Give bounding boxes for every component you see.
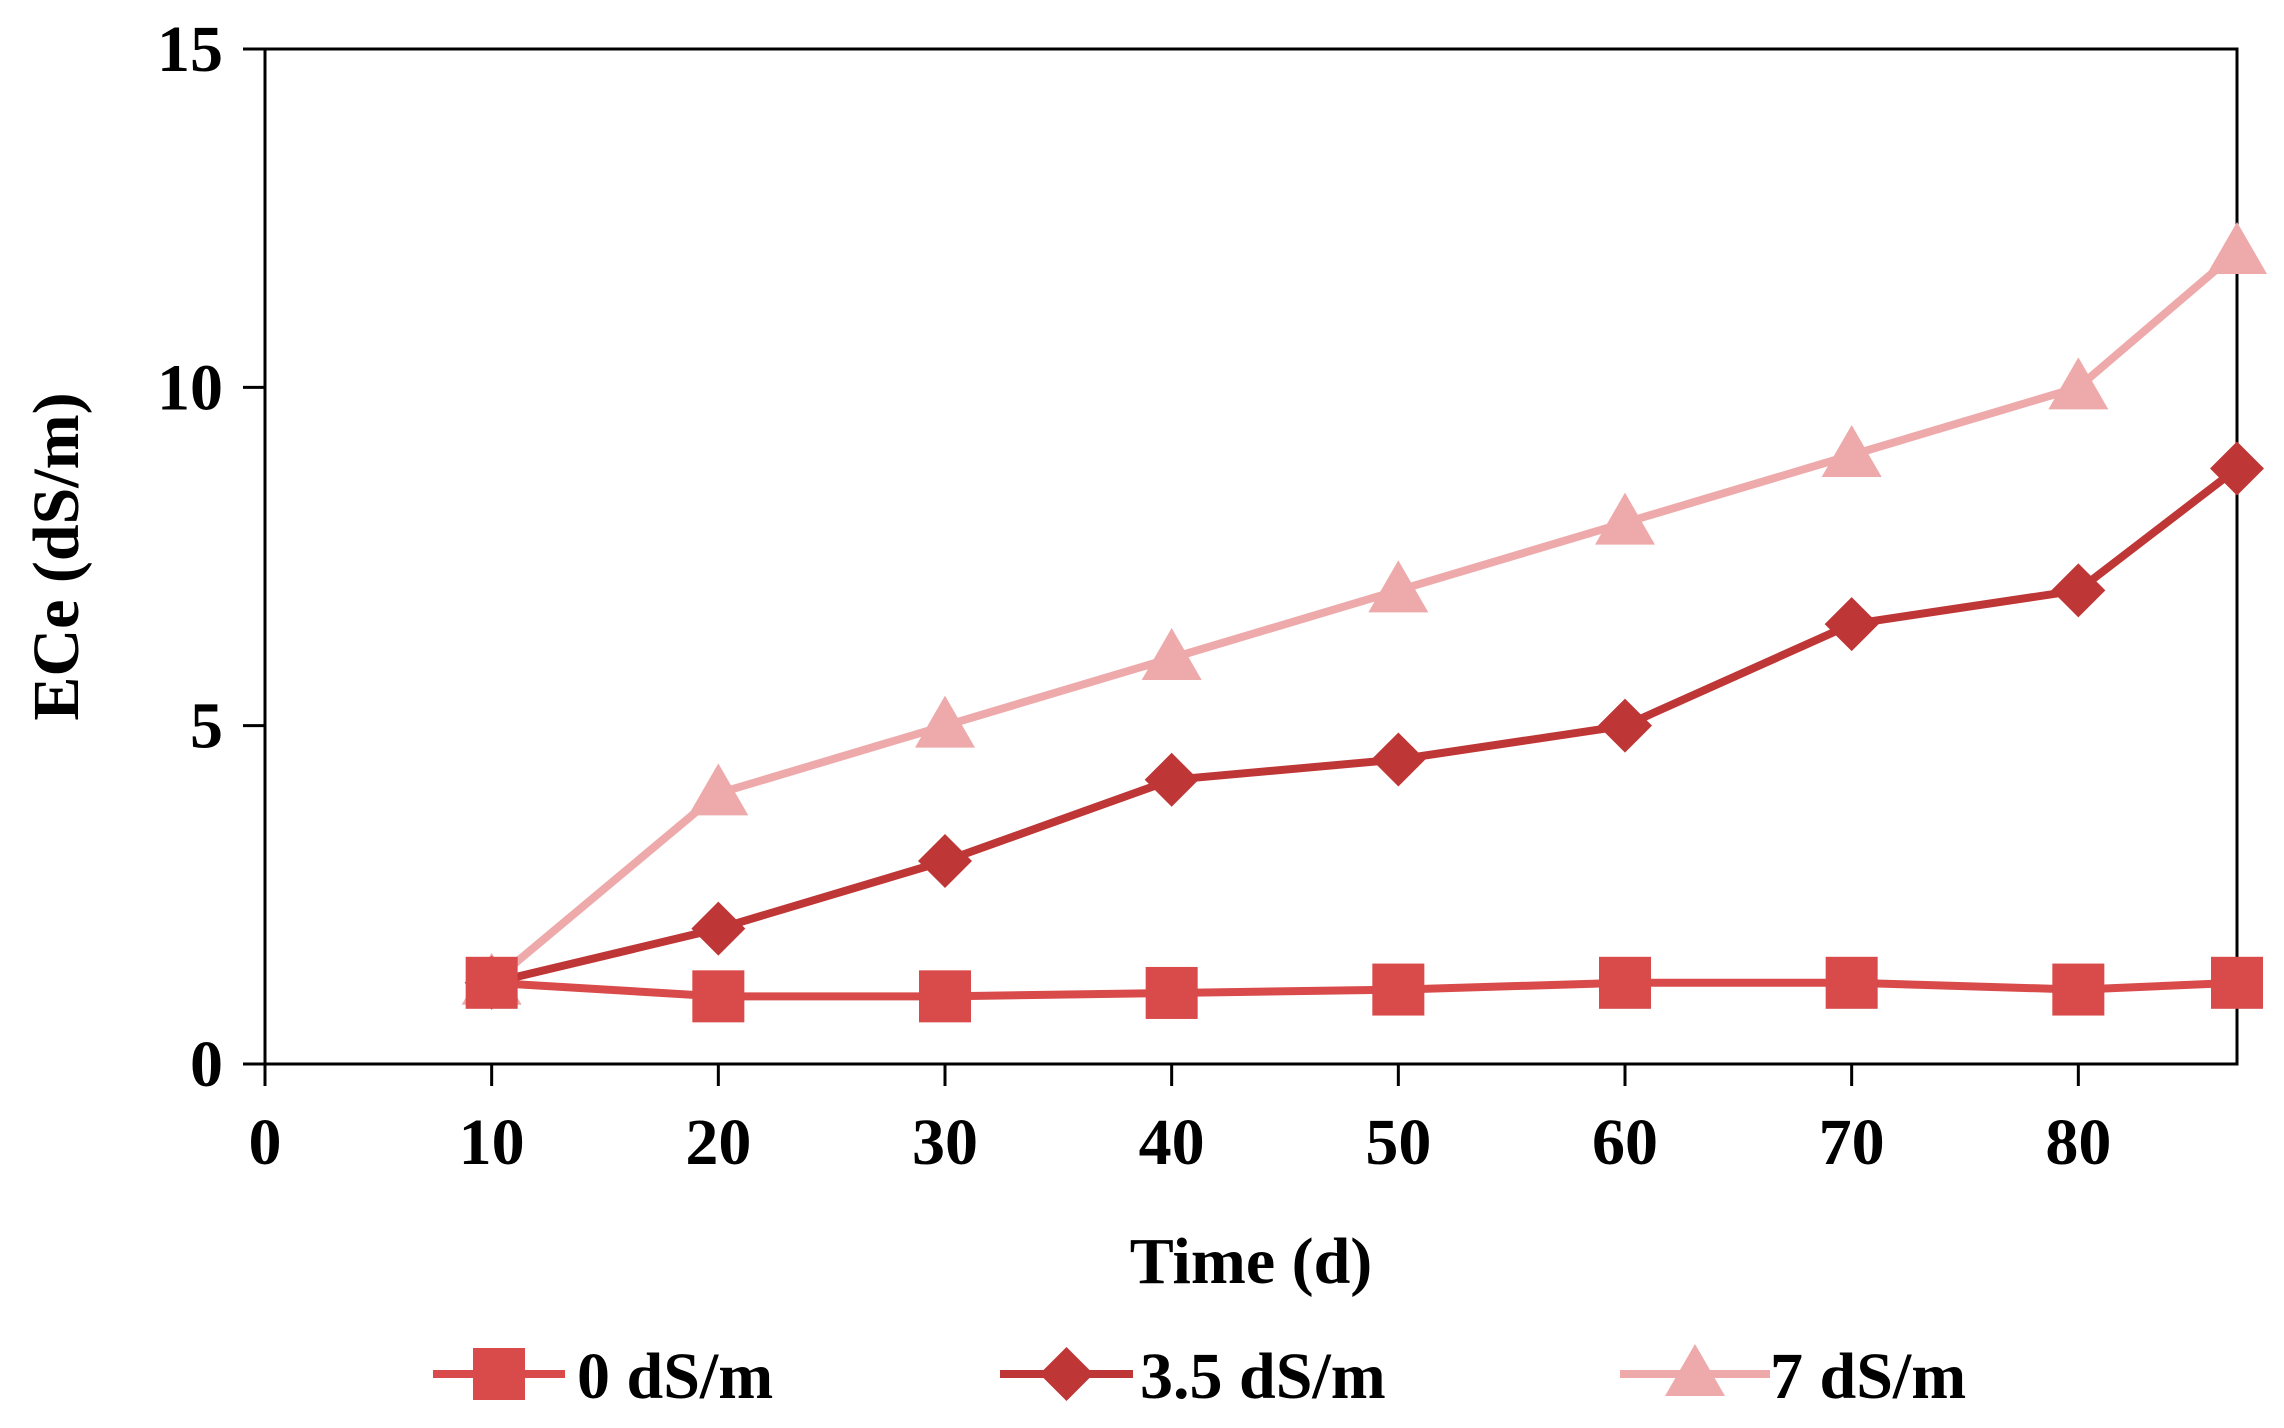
data-point bbox=[1372, 963, 1425, 1016]
legend-item: 0 dS/m bbox=[433, 1340, 773, 1413]
x-tick-label: 70 bbox=[1819, 1106, 1885, 1179]
data-point bbox=[1599, 956, 1651, 1009]
data-point bbox=[2051, 563, 2106, 618]
data-point bbox=[1371, 732, 1426, 787]
data-point bbox=[2052, 963, 2105, 1016]
series-line bbox=[490, 465, 2240, 987]
data-point bbox=[2211, 956, 2263, 1009]
legend-item: 3.5 dS/m bbox=[1000, 1340, 1386, 1413]
data-point bbox=[2207, 222, 2267, 274]
legend-marker bbox=[1665, 1344, 1725, 1396]
data-point bbox=[1141, 628, 1202, 680]
data-point bbox=[1598, 698, 1652, 753]
legend-label: 0 dS/m bbox=[577, 1340, 773, 1413]
data-point bbox=[2210, 441, 2264, 496]
series-line bbox=[489, 248, 2240, 986]
series-0-ds-m bbox=[465, 956, 2263, 1023]
data-point bbox=[1368, 560, 1429, 613]
series-7-ds-m bbox=[461, 222, 2267, 1005]
legend-label: 7 dS/m bbox=[1770, 1340, 1966, 1413]
legend-item: 7 dS/m bbox=[1620, 1340, 1966, 1413]
data-point bbox=[915, 695, 975, 748]
x-tick-label: 20 bbox=[685, 1106, 751, 1179]
series-3-5-ds-m bbox=[464, 441, 2264, 1010]
x-axis: 0 10 20 30 40 50 60 70 80 bbox=[249, 1064, 2111, 1179]
data-point bbox=[688, 763, 749, 816]
data-point bbox=[1144, 752, 1199, 807]
data-point bbox=[918, 834, 972, 888]
y-axis-title: ECe (dS/m) bbox=[20, 392, 93, 720]
x-tick-label: 10 bbox=[459, 1106, 525, 1179]
data-point bbox=[1145, 966, 1198, 1019]
x-tick-label: 0 bbox=[249, 1106, 282, 1179]
data-point bbox=[2048, 357, 2109, 410]
legend-marker bbox=[1039, 1347, 1094, 1401]
data-point bbox=[691, 901, 746, 956]
x-tick-label: 40 bbox=[1139, 1106, 1205, 1179]
data-point bbox=[1825, 956, 1878, 1009]
x-tick-label: 80 bbox=[2045, 1106, 2111, 1179]
data-point bbox=[1595, 492, 1655, 545]
x-tick-label: 60 bbox=[1592, 1106, 1658, 1179]
x-axis-title: Time (d) bbox=[1130, 1225, 1373, 1298]
x-tick-label: 30 bbox=[912, 1106, 978, 1179]
data-point bbox=[692, 970, 745, 1023]
series-line bbox=[491, 978, 2238, 1001]
series-layer bbox=[461, 222, 2267, 1023]
y-axis: 0 5 10 15 bbox=[157, 13, 265, 1101]
data-point bbox=[1821, 425, 1882, 477]
data-point bbox=[1824, 597, 1879, 652]
y-tick-label: 10 bbox=[157, 351, 223, 424]
data-point bbox=[919, 970, 971, 1023]
legend-marker bbox=[473, 1348, 525, 1400]
plot-area bbox=[263, 47, 2239, 1066]
x-tick-label: 50 bbox=[1365, 1106, 1431, 1179]
data-point bbox=[465, 956, 518, 1009]
legend: 0 dS/m 3.5 dS/m 7 dS/m bbox=[433, 1340, 1966, 1413]
y-tick-label: 15 bbox=[157, 13, 223, 86]
y-tick-label: 0 bbox=[190, 1028, 223, 1101]
y-tick-label: 5 bbox=[190, 690, 223, 763]
plot-border bbox=[263, 47, 2239, 1066]
legend-label: 3.5 dS/m bbox=[1140, 1340, 1386, 1413]
